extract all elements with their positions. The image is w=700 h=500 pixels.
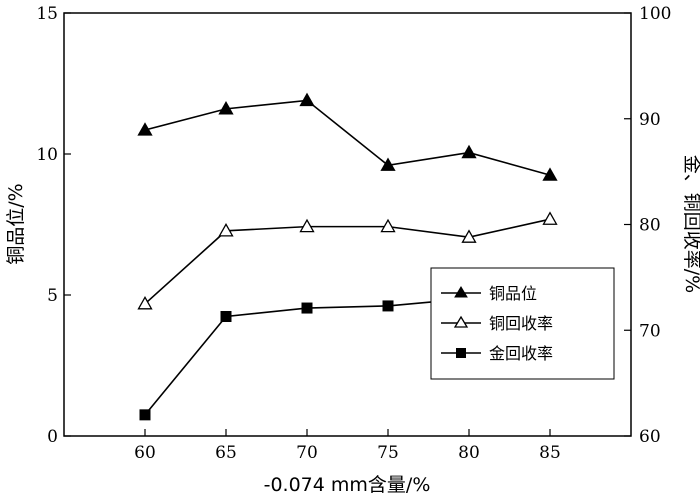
y-right-tick-label: 70 xyxy=(639,321,661,341)
data-point-copper-recovery xyxy=(299,218,315,233)
data-point-gold-recovery xyxy=(220,311,232,323)
legend-label-gold-recovery: 金回收率 xyxy=(489,344,553,363)
data-point-gold-recovery xyxy=(301,302,313,314)
legend-label-copper-recovery: 铜回收率 xyxy=(489,314,553,333)
y-right-tick-label: 80 xyxy=(639,216,661,236)
data-point-copper-grade xyxy=(299,92,315,107)
x-tick-label: 70 xyxy=(296,443,318,463)
y-left-tick-label: 10 xyxy=(36,145,58,165)
data-point-copper-recovery xyxy=(461,229,477,243)
x-axis-title: -0.074 mm含量/% xyxy=(264,474,431,496)
data-point-copper-recovery xyxy=(218,223,234,237)
x-tick-label: 65 xyxy=(215,443,237,463)
data-point-copper-grade xyxy=(137,122,153,136)
data-point-gold-recovery xyxy=(139,409,151,421)
data-point-copper-recovery xyxy=(542,211,558,225)
legend-marker-gold-recovery xyxy=(456,348,466,358)
legend: 铜品位 铜回收率 金回收率 xyxy=(430,267,615,380)
x-tick-label: 60 xyxy=(134,443,156,463)
data-point-copper-grade xyxy=(461,144,477,159)
y-axis-left-title: 铜品位/% xyxy=(5,183,27,264)
x-tick-label: 80 xyxy=(458,443,480,463)
data-point-copper-recovery xyxy=(137,295,153,310)
ticks-layer: 60 65 70 75 80 85 0 5 10 15 60 70 80 90 100 xyxy=(36,4,671,463)
y-left-tick-label: 0 xyxy=(47,427,58,447)
legend-label-copper-grade: 铜品位 xyxy=(489,284,537,303)
series-line-copper-recovery xyxy=(144,218,551,305)
y-right-tick-label: 100 xyxy=(639,4,671,24)
y-right-tick-label: 60 xyxy=(639,427,661,447)
data-point-copper-recovery xyxy=(380,218,396,233)
y-left-tick-label: 15 xyxy=(36,4,58,24)
legend-marker-copper-grade xyxy=(454,286,468,298)
y-axis-right-title: 金、铜回收率/% xyxy=(681,155,700,293)
x-tick-label: 85 xyxy=(539,443,561,463)
y-right-tick-label: 90 xyxy=(639,110,661,130)
data-point-copper-grade xyxy=(380,157,396,171)
x-tick-label: 75 xyxy=(377,443,399,463)
data-point-gold-recovery xyxy=(382,300,394,312)
data-point-copper-grade xyxy=(542,167,558,181)
legend-marker-copper-recovery xyxy=(453,315,469,328)
data-point-copper-grade xyxy=(218,101,234,115)
series-line-copper-grade xyxy=(144,99,551,176)
y-left-tick-label: 5 xyxy=(47,286,58,306)
